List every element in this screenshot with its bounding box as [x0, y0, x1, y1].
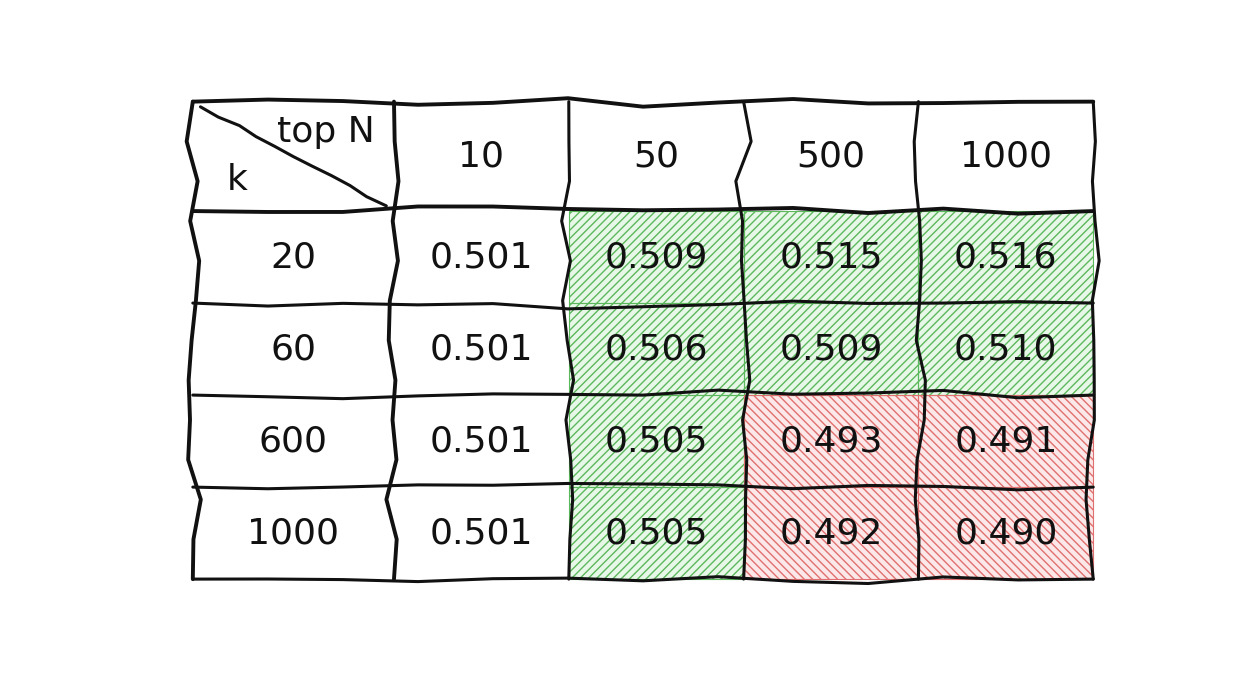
Bar: [193, 487, 394, 579]
Bar: [744, 395, 918, 487]
Bar: [569, 303, 744, 395]
Bar: [193, 395, 394, 487]
Text: 0.501: 0.501: [430, 332, 533, 366]
Bar: [744, 395, 918, 487]
Bar: [569, 395, 744, 487]
Bar: [394, 487, 569, 579]
Text: 500: 500: [796, 140, 865, 173]
Text: 0.516: 0.516: [954, 240, 1058, 274]
Text: 20: 20: [271, 240, 316, 274]
Bar: [394, 211, 569, 303]
Bar: [744, 487, 918, 579]
Text: 0.493: 0.493: [780, 424, 883, 458]
Text: 50: 50: [633, 140, 680, 173]
Bar: [918, 395, 1094, 487]
Text: 0.506: 0.506: [604, 332, 708, 366]
Text: 0.490: 0.490: [954, 516, 1058, 550]
Text: 0.515: 0.515: [779, 240, 883, 274]
Bar: [569, 395, 744, 487]
Bar: [918, 487, 1094, 579]
Text: 600: 600: [258, 424, 328, 458]
Bar: [744, 211, 918, 303]
Bar: [569, 487, 744, 579]
Bar: [569, 102, 744, 211]
Bar: [744, 102, 918, 211]
Text: 0.509: 0.509: [604, 240, 708, 274]
Text: 0.505: 0.505: [604, 516, 708, 550]
Text: k: k: [226, 163, 247, 197]
Bar: [918, 303, 1094, 395]
Bar: [918, 211, 1094, 303]
Bar: [918, 395, 1094, 487]
Text: 1000: 1000: [247, 516, 340, 550]
Text: 0.510: 0.510: [954, 332, 1058, 366]
Text: 0.505: 0.505: [604, 424, 708, 458]
Bar: [918, 303, 1094, 395]
Text: 0.501: 0.501: [430, 424, 533, 458]
Text: 0.492: 0.492: [780, 516, 883, 550]
Text: 10: 10: [459, 140, 504, 173]
Text: 1000: 1000: [960, 140, 1052, 173]
Bar: [569, 487, 744, 579]
Bar: [394, 395, 569, 487]
Text: 0.509: 0.509: [780, 332, 883, 366]
Bar: [394, 303, 569, 395]
Bar: [744, 303, 918, 395]
Bar: [193, 211, 394, 303]
Bar: [569, 211, 744, 303]
Bar: [744, 487, 918, 579]
Bar: [918, 487, 1094, 579]
Bar: [918, 211, 1094, 303]
Bar: [918, 102, 1094, 211]
Text: 0.491: 0.491: [954, 424, 1058, 458]
Bar: [394, 102, 569, 211]
Bar: [193, 102, 394, 211]
Bar: [744, 303, 918, 395]
Bar: [569, 303, 744, 395]
Bar: [193, 303, 394, 395]
Text: 0.501: 0.501: [430, 240, 533, 274]
Bar: [744, 211, 918, 303]
Bar: [569, 211, 744, 303]
Text: top N: top N: [277, 115, 375, 149]
Text: 60: 60: [271, 332, 316, 366]
Text: 0.501: 0.501: [430, 516, 533, 550]
